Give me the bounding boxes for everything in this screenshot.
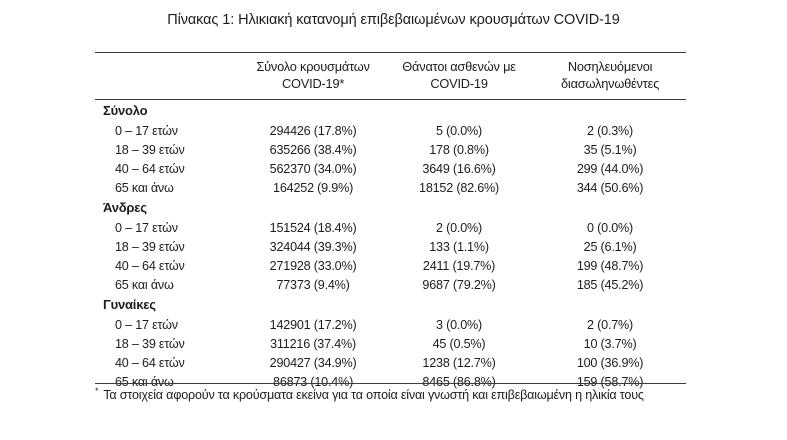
data-row: 18 – 39 ετών 324044 (39.3%) 133 (1.1%) 25 (… (95, 237, 686, 256)
age-group-cell: 18 – 39 ετών (115, 142, 185, 157)
header-row: Σύνολο κρουσμάτων COVID-19* Θάνατοι ασθε… (95, 52, 686, 100)
age-group-cell: 0 – 17 ετών (115, 220, 178, 235)
data-row: 18 – 39 ετών 311216 (37.4%) 45 (0.5%) 10 (3… (95, 334, 686, 353)
deaths-cell: 3 (0.0%) (436, 317, 483, 332)
covid-age-table: Σύνολο κρουσμάτων COVID-19* Θάνατοι ασθε… (95, 52, 686, 391)
footnote-text: Τα στοιχεία αφορούν τα κρούσματα εκείνα … (103, 388, 644, 402)
section-row: Γυναίκες (95, 294, 686, 315)
age-group-cell: 18 – 39 ετών (115, 239, 185, 254)
intubated-cell: 0 (0.0%) (587, 220, 634, 235)
intubated-cell: 2 (0.3%) (587, 123, 634, 138)
intubated-cell: 100 (36.9%) (576, 355, 644, 370)
column-header-intubated: Νοσηλευόμενοι διασωληνωθέντες (534, 52, 686, 100)
data-row: 40 – 64 ετών 290427 (34.9%) 1238 (12.7%) 10… (95, 353, 686, 372)
column-header-line: Σύνολο κρουσμάτων (256, 59, 370, 74)
age-group-cell: 65 και άνω (115, 180, 174, 195)
total-cases-cell: 151524 (18.4%) (269, 220, 357, 235)
deaths-cell: 2 (0.0%) (436, 220, 483, 235)
deaths-cell: 18152 (82.6%) (419, 180, 500, 195)
total-cases-cell: 164252 (9.9%) (273, 180, 354, 195)
intubated-cell: 2 (0.7%) (587, 317, 634, 332)
deaths-cell: 2411 (19.7%) (422, 258, 496, 273)
column-header-line: Νοσηλευόμενοι (567, 59, 653, 74)
age-group-cell: 0 – 17 ετών (115, 123, 178, 138)
deaths-cell: 133 (1.1%) (429, 239, 489, 254)
age-group-cell: 65 και άνω (115, 374, 174, 389)
data-row: 0 – 17 ετών 294426 (17.8%) 5 (0.0%) 2 (0.3%… (95, 121, 686, 140)
deaths-cell: 9687 (79.2%) (422, 277, 496, 292)
deaths-cell: 5 (0.0%) (436, 123, 483, 138)
total-cases-cell: 294426 (17.8%) (269, 123, 357, 138)
section-row: Άνδρες (95, 197, 686, 218)
total-cases-cell: 324044 (39.3%) (269, 239, 357, 254)
age-group-cell: 65 και άνω (115, 277, 174, 292)
section-label: Γυναίκες (103, 297, 156, 312)
column-header-line: COVID-19* (281, 75, 345, 91)
total-cases-cell: 311216 (37.4%) (270, 336, 357, 351)
deaths-cell: 3649 (16.6%) (422, 161, 496, 176)
total-cases-cell: 77373 (9.4%) (276, 277, 350, 292)
total-cases-cell: 635266 (38.4%) (269, 142, 357, 157)
data-row: 65 και άνω 77373 (9.4%) 9687 (79.2%) 185 (4… (95, 275, 686, 294)
data-row: 18 – 39 ετών 635266 (38.4%) 178 (0.8%) 35 (… (95, 140, 686, 159)
table-header: Σύνολο κρουσμάτων COVID-19* Θάνατοι ασθε… (95, 52, 686, 100)
column-header-total-cases: Σύνολο κρουσμάτων COVID-19* (242, 52, 384, 100)
intubated-cell: 344 (50.6%) (576, 180, 644, 195)
column-header-line: COVID-19 (430, 75, 488, 91)
data-row: 40 – 64 ετών 271928 (33.0%) 2411 (19.7%) 19… (95, 256, 686, 275)
intubated-cell: 25 (6.1%) (583, 239, 637, 254)
table-title: Πίνακας 1: Ηλικιακή κατανομή επιβεβαιωμέ… (167, 12, 620, 28)
column-header-empty (95, 52, 243, 100)
data-row: 0 – 17 ετών 151524 (18.4%) 2 (0.0%) 0 (0.0%… (95, 218, 686, 237)
age-group-cell: 40 – 64 ετών (115, 258, 185, 273)
age-group-cell: 18 – 39 ετών (115, 336, 185, 351)
intubated-cell: 35 (5.1%) (583, 142, 637, 157)
total-cases-cell: 562370 (34.0%) (269, 161, 357, 176)
data-row: 40 – 64 ετών 562370 (34.0%) 3649 (16.6%) 29… (95, 159, 686, 178)
intubated-cell: 10 (3.7%) (583, 336, 637, 351)
column-header-line: Θάνατοι ασθενών με (402, 59, 516, 74)
total-cases-cell: 86873 (10.4%) (273, 374, 354, 389)
total-cases-cell: 271928 (33.0%) (269, 258, 357, 273)
deaths-cell: 1238 (12.7%) (422, 355, 496, 370)
section-label: Άνδρες (103, 200, 147, 215)
table-body: Σύνολο 0 – 17 ετών 294426 (17.8%) 5 (0.0%) 2… (95, 100, 686, 392)
section-row: Σύνολο (95, 100, 686, 122)
deaths-cell: 45 (0.5%) (432, 336, 486, 351)
footnote-asterisk: * (95, 385, 99, 396)
column-header-line: διασωληνωθέντες (561, 75, 660, 91)
intubated-cell: 299 (44.0%) (576, 161, 644, 176)
section-label: Σύνολο (103, 103, 148, 118)
deaths-cell: 178 (0.8%) (429, 142, 489, 157)
age-group-cell: 0 – 17 ετών (115, 317, 178, 332)
footnote: * Τα στοιχεία αφορούν τα κρούσματα εκείνα… (95, 383, 686, 402)
intubated-cell: 199 (48.7%) (576, 258, 644, 273)
data-row: 0 – 17 ετών 142901 (17.2%) 3 (0.0%) 2 (0.7%… (95, 315, 686, 334)
covid-age-table-zone: Σύνολο κρουσμάτων COVID-19* Θάνατοι ασθε… (95, 52, 686, 391)
total-cases-cell: 142901 (17.2%) (269, 317, 357, 332)
column-header-deaths: Θάνατοι ασθενών με COVID-19 (383, 52, 535, 100)
deaths-cell: 8465 (86.8%) (422, 374, 496, 389)
age-group-cell: 40 – 64 ετών (115, 161, 185, 176)
intubated-cell: 185 (45.2%) (576, 277, 644, 292)
data-row: 65 και άνω 86873 (10.4%) 8465 (86.8%) 159 (… (95, 372, 686, 391)
intubated-cell: 159 (58.7%) (576, 374, 644, 389)
total-cases-cell: 290427 (34.9%) (269, 355, 357, 370)
data-row: 65 και άνω 164252 (9.9%) 18152 (82.6%) 344 … (95, 178, 686, 197)
age-group-cell: 40 – 64 ετών (115, 355, 185, 370)
